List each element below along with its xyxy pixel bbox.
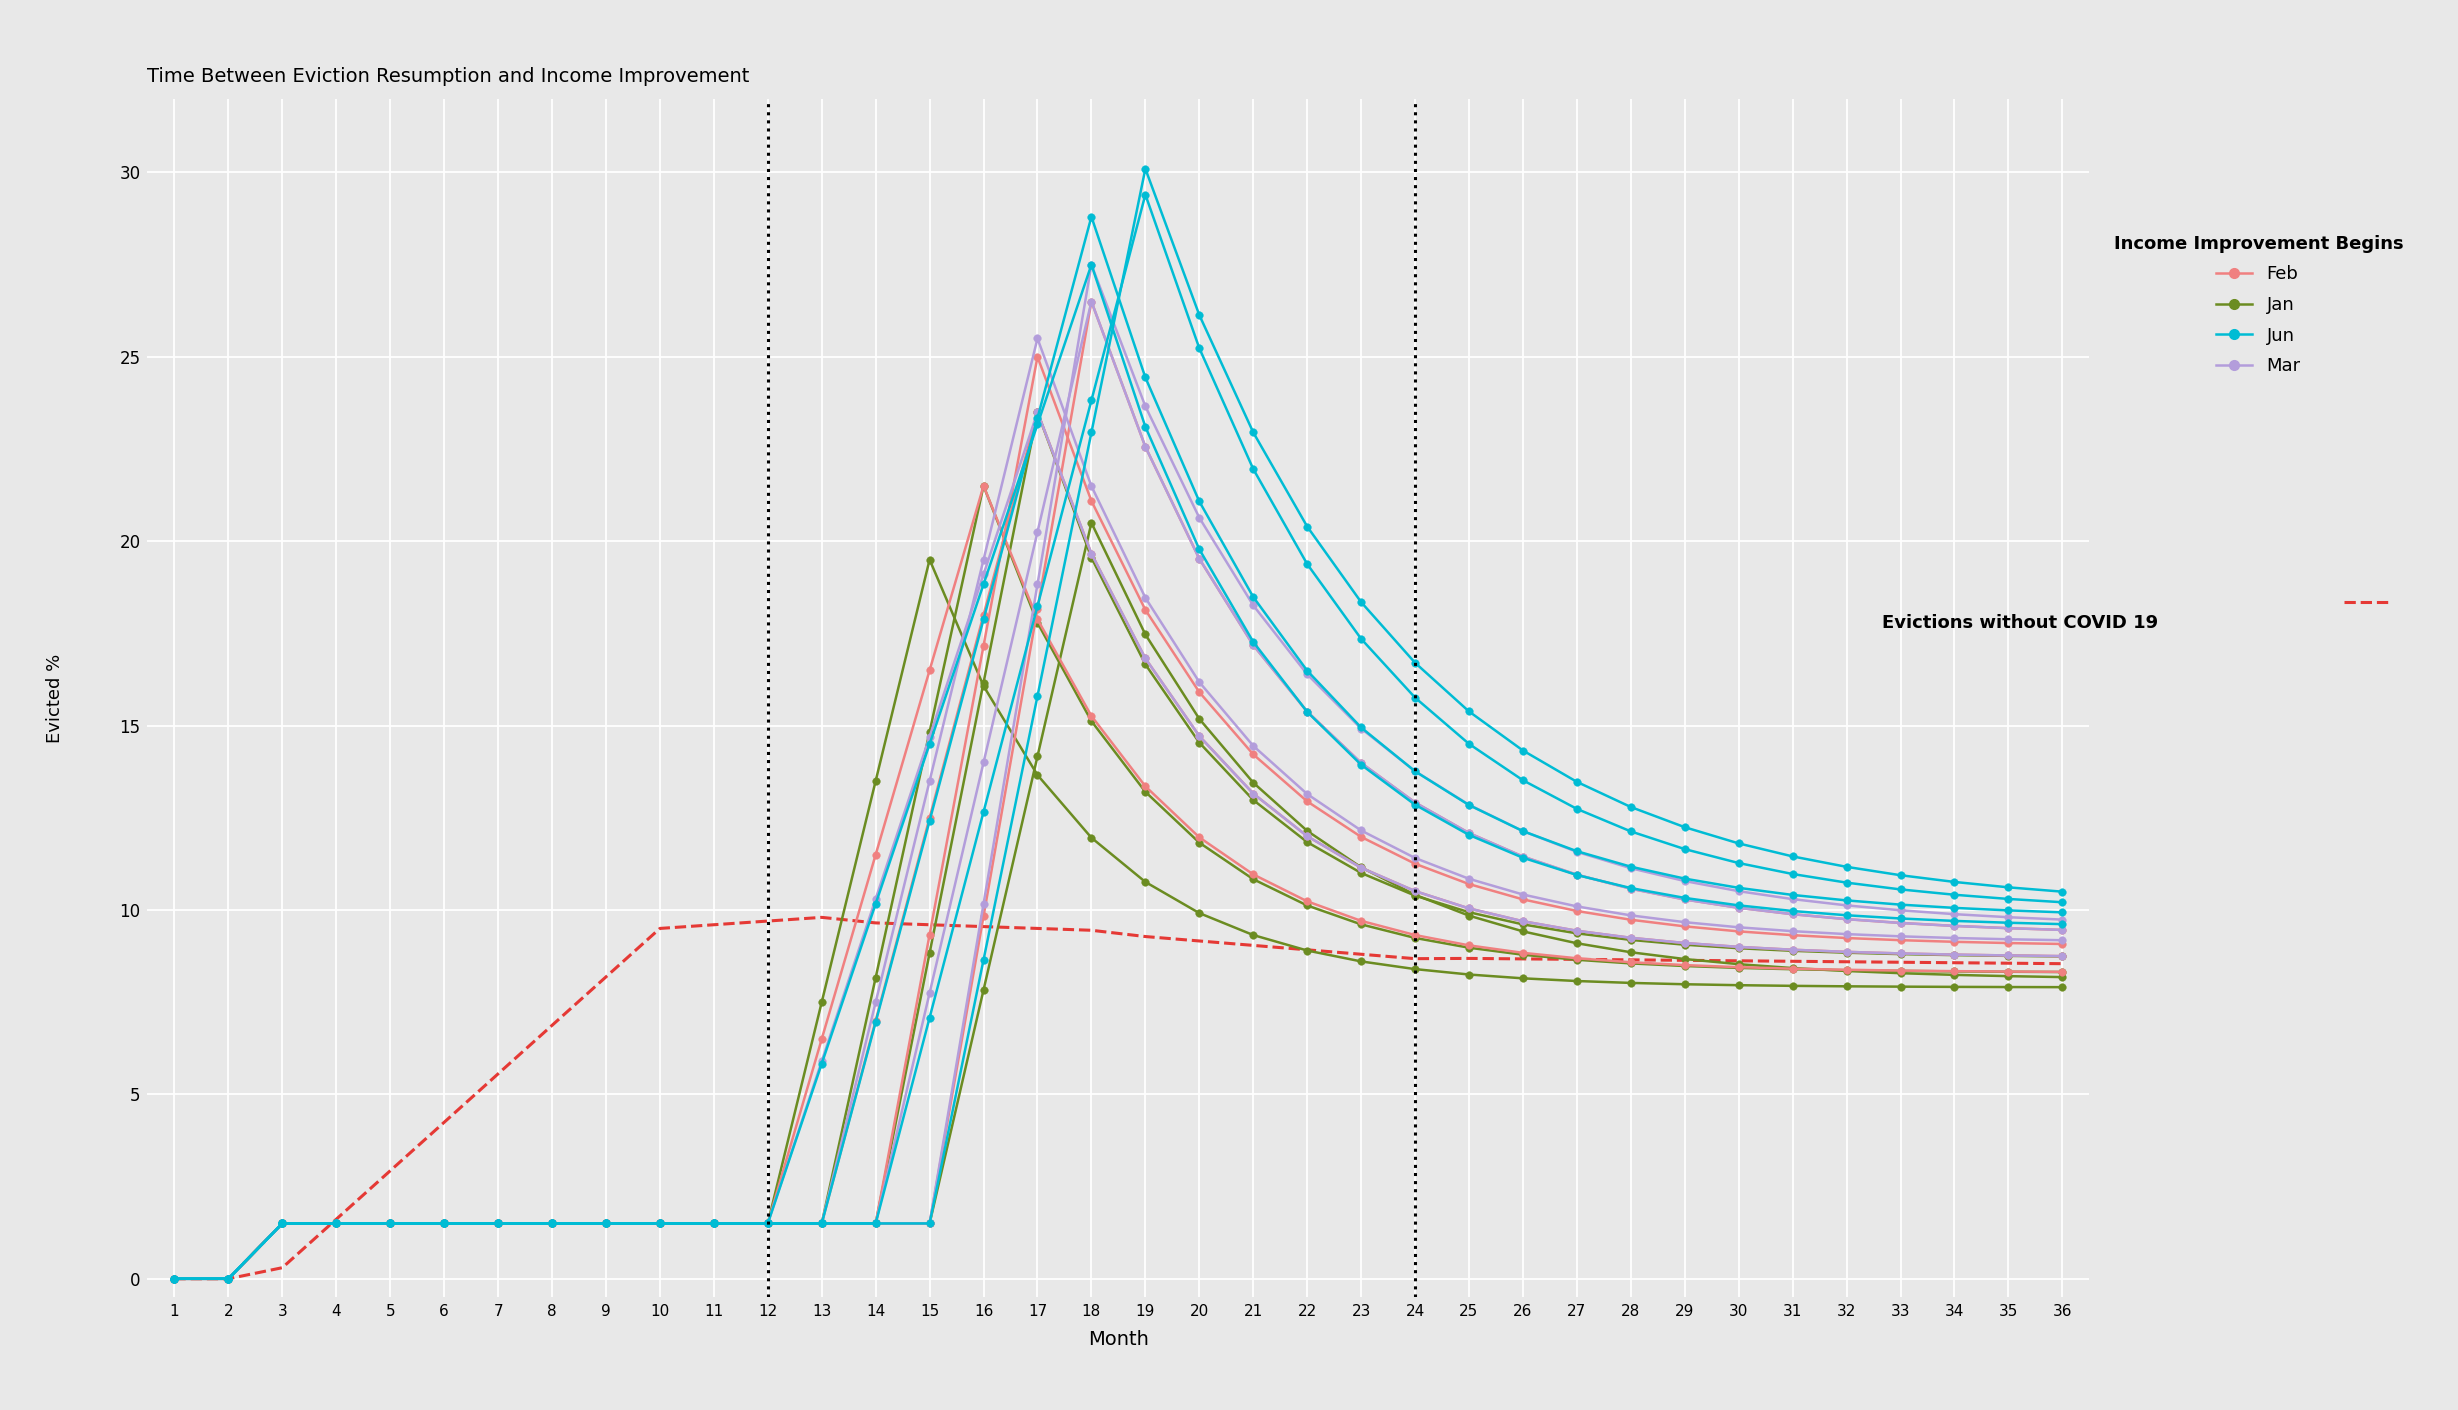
Y-axis label: Evicted %: Evicted % <box>47 653 64 743</box>
Text: Evictions without COVID 19: Evictions without COVID 19 <box>1880 613 2158 632</box>
Text: Time Between Eviction Resumption and Income Improvement: Time Between Eviction Resumption and Inc… <box>147 68 750 86</box>
Legend:  <box>2338 587 2411 619</box>
X-axis label: Month: Month <box>1089 1330 1148 1349</box>
